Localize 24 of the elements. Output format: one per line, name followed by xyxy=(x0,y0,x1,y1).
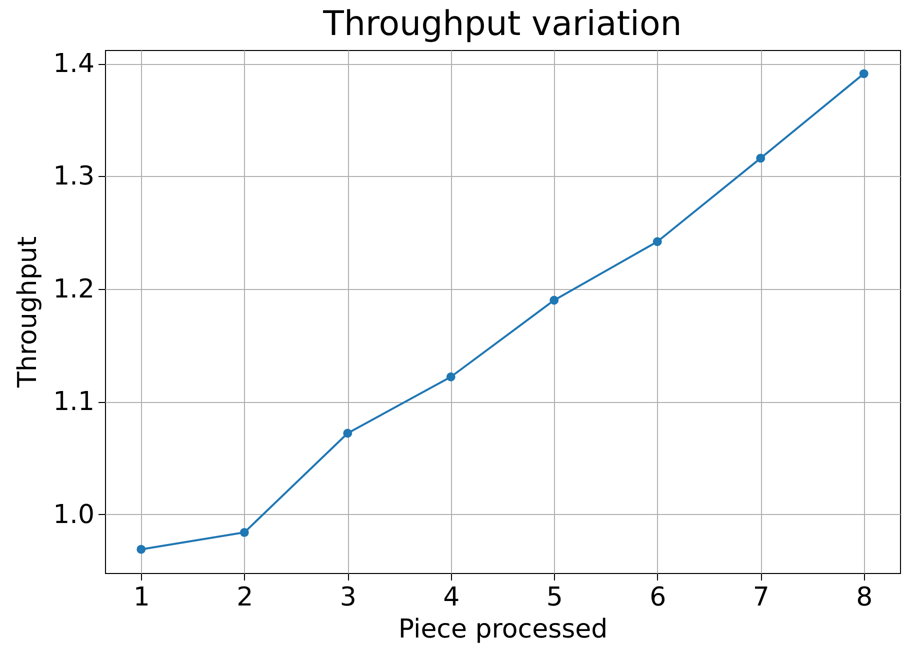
point xyxy=(652,237,662,246)
y-tick-label: 1.1 xyxy=(53,387,94,418)
chart-title: Throughput variation xyxy=(322,4,682,44)
point xyxy=(136,544,146,554)
point xyxy=(550,296,559,305)
x-tick-label: 6 xyxy=(650,582,666,612)
x-tick-label: 3 xyxy=(340,582,356,612)
y-tick-label: 1.3 xyxy=(53,162,94,192)
x-tick-label: 4 xyxy=(443,582,460,612)
y-axis-title: Throughput xyxy=(13,236,44,389)
y-tick-label: 1.4 xyxy=(53,49,94,80)
x-tick-label: 1 xyxy=(133,582,150,612)
y-tick-label: 1.0 xyxy=(53,500,94,530)
point xyxy=(756,154,766,163)
x-tick-label: 7 xyxy=(752,582,770,612)
point xyxy=(343,428,352,438)
x-tick-label: 2 xyxy=(236,582,254,612)
point xyxy=(240,528,249,537)
x-tick-label: 5 xyxy=(546,582,563,612)
x-axis-title: Piece processed xyxy=(398,614,608,644)
point xyxy=(446,372,456,382)
x-tick-label: 8 xyxy=(856,582,873,612)
point xyxy=(859,69,868,78)
y-tick-label: 1.2 xyxy=(53,274,94,304)
